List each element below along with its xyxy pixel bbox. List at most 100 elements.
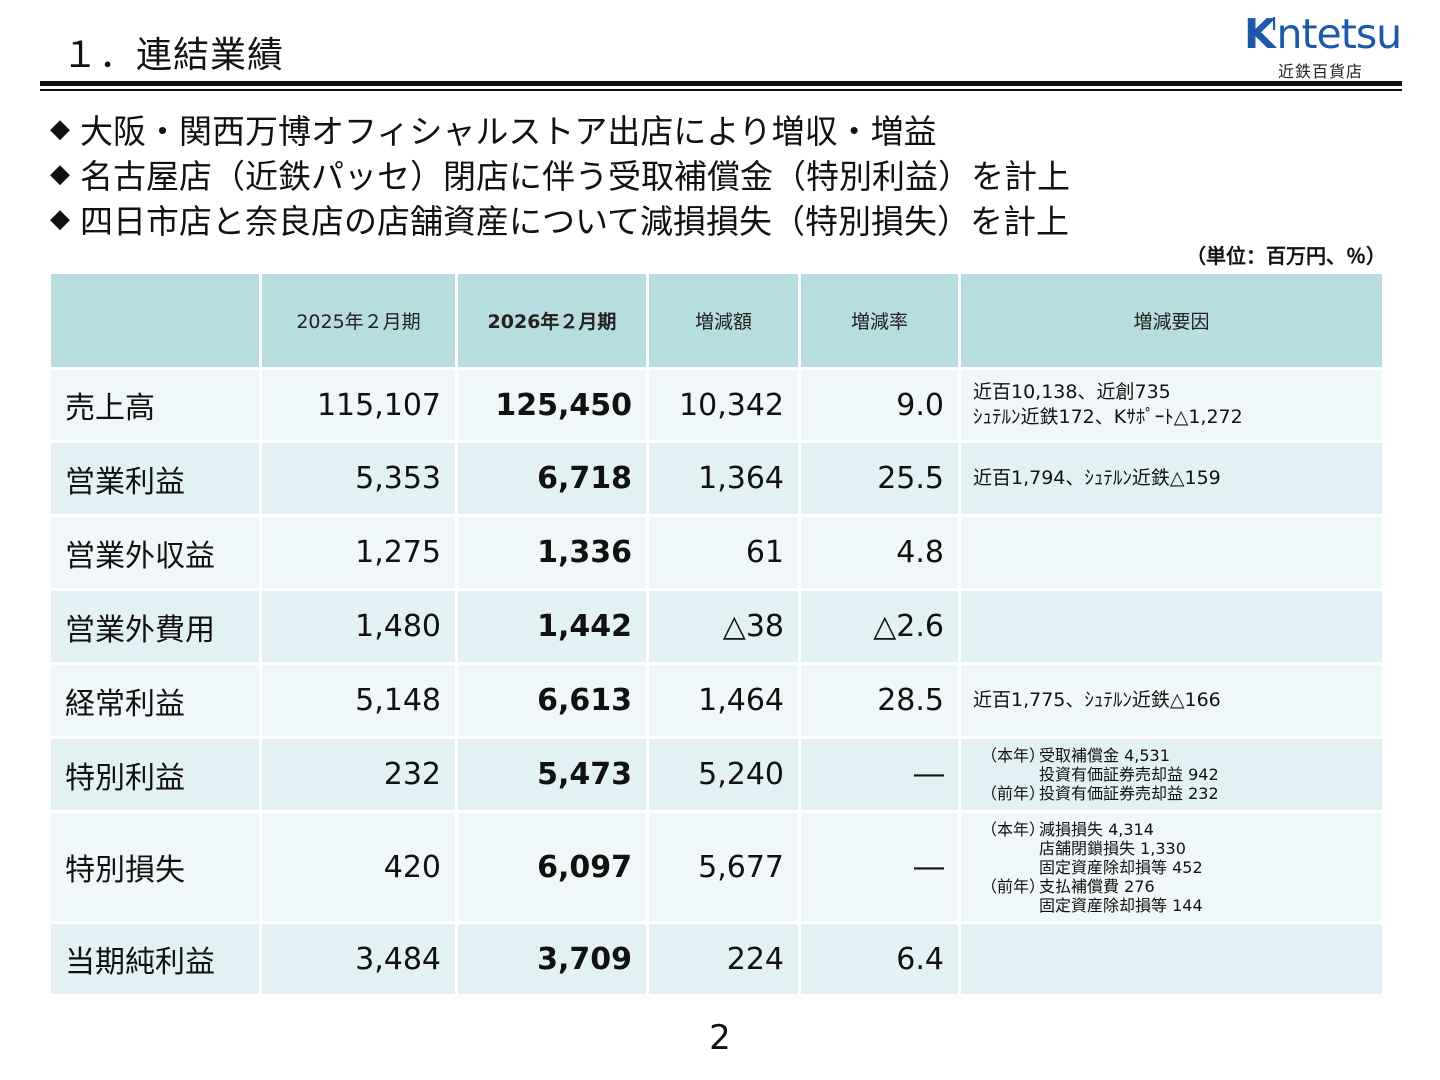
curr-value: 6,613 [458, 665, 646, 736]
logo-subtitle: 近鉄百貨店 [1278, 62, 1364, 81]
note-text: 投資有価証券売却益 942 [1039, 765, 1219, 784]
note-tag: （本年） [981, 819, 1046, 839]
rate-value: ― [801, 739, 958, 810]
rate-value: △2.6 [801, 591, 958, 662]
curr-value: 6,718 [458, 443, 646, 514]
note-line: 固定資産除却損等 452 [981, 858, 1370, 877]
factor-note: 近百1,794、ｼｭﾃﾙﾝ近鉄△159 [961, 443, 1382, 514]
diff-value: 1,464 [649, 665, 798, 736]
logo-wordmark: Kıntetsu [1244, 8, 1402, 58]
note-line: ｼｭﾃﾙﾝ近鉄172、Kｻﾎﾟｰﾄ△1,272 [973, 406, 1243, 428]
note-line: 店舗閉鎖損失 1,330 [981, 839, 1370, 858]
factor-note [961, 517, 1382, 588]
row-label: 売上高 [51, 370, 259, 440]
highlight-bullets: ◆ 大阪・関西万博オフィシャルストア出店により増収・増益 ◆ 名古屋店（近鉄パッ… [50, 106, 1070, 241]
table-row: 特別利益 232 5,473 5,240 ― （本年）受取補償金 4,531 投… [51, 739, 1382, 810]
note-line: （前年）投資有価証券売却益 232 [981, 784, 1370, 803]
header-cell-rate: 増減率 [801, 274, 958, 367]
table-row: 当期純利益 3,484 3,709 224 6.4 [51, 924, 1382, 994]
note-line: 近百1,775、ｼｭﾃﾙﾝ近鉄△166 [973, 689, 1221, 711]
note-text: 店舗閉鎖損失 1,330 [1039, 838, 1186, 858]
prev-value: 420 [262, 813, 455, 921]
curr-value: 1,442 [458, 591, 646, 662]
note-text: 投資有価証券売却益 232 [1039, 784, 1219, 803]
diamond-bullet-icon: ◆ [50, 113, 70, 144]
prev-value: 232 [262, 739, 455, 810]
note-line: （前年）支払補償費 276 [981, 877, 1370, 896]
row-label: 営業外費用 [51, 591, 259, 662]
bullet-text: 名古屋店（近鉄パッセ）閉店に伴う受取補償金（特別利益）を計上 [80, 156, 1070, 196]
diamond-bullet-icon: ◆ [50, 203, 70, 234]
rate-value: 4.8 [801, 517, 958, 588]
note-tag: （前年） [981, 784, 1046, 803]
note-line: （本年）減損損失 4,314 [981, 820, 1370, 839]
note-tag: （本年） [981, 746, 1046, 765]
header-cell-factors: 増減要因 [961, 274, 1382, 367]
note-tag: （前年） [981, 876, 1046, 896]
diamond-bullet-icon: ◆ [50, 158, 70, 189]
note-text: 受取補償金 4,531 [1039, 746, 1170, 765]
table-header-row: 2025年２月期 2026年２月期 増減額 増減率 増減要因 [51, 274, 1382, 367]
header-rule-thin [40, 89, 1402, 91]
note-line: 近百1,794、ｼｭﾃﾙﾝ近鉄△159 [973, 467, 1221, 489]
prev-value: 3,484 [262, 924, 455, 994]
factor-note: （本年）受取補償金 4,531 投資有価証券売却益 942 （前年）投資有価証券… [961, 739, 1382, 810]
diff-value: 10,342 [649, 370, 798, 440]
prev-value: 1,480 [262, 591, 455, 662]
note-text: 減損損失 4,314 [1039, 819, 1154, 839]
diff-value: △38 [649, 591, 798, 662]
rate-value: 9.0 [801, 370, 958, 440]
note-line: 固定資産除却損等 144 [981, 896, 1370, 915]
curr-value: 3,709 [458, 924, 646, 994]
factor-note: 近百1,775、ｼｭﾃﾙﾝ近鉄△166 [961, 665, 1382, 736]
diff-value: 61 [649, 517, 798, 588]
results-table: 2025年２月期 2026年２月期 増減額 増減率 増減要因 売上高 115,1… [48, 271, 1385, 997]
note-text: 固定資産除却損等 144 [1039, 895, 1203, 915]
rate-value: ― [801, 813, 958, 921]
diff-value: 1,364 [649, 443, 798, 514]
note-text: 支払補償費 276 [1039, 876, 1155, 896]
row-label: 当期純利益 [51, 924, 259, 994]
header-cell-blank [51, 274, 259, 367]
rate-value: 28.5 [801, 665, 958, 736]
bullet-text: 大阪・関西万博オフィシャルストア出店により増収・増益 [80, 111, 937, 151]
prev-value: 115,107 [262, 370, 455, 440]
header-cell-prev-year: 2025年２月期 [262, 274, 455, 367]
kintetsu-logo: Kıntetsu 近鉄百貨店 [1244, 6, 1410, 82]
note-line: 近百10,138、近創735 [973, 381, 1171, 403]
bullet-item: ◆ 大阪・関西万博オフィシャルストア出店により増収・増益 [50, 106, 1070, 151]
factor-note [961, 924, 1382, 994]
table-row: 経常利益 5,148 6,613 1,464 28.5 近百1,775、ｼｭﾃﾙ… [51, 665, 1382, 736]
curr-value: 125,450 [458, 370, 646, 440]
prev-value: 5,148 [262, 665, 455, 736]
table-row: 営業利益 5,353 6,718 1,364 25.5 近百1,794、ｼｭﾃﾙ… [51, 443, 1382, 514]
curr-value: 5,473 [458, 739, 646, 810]
factor-note: （本年）減損損失 4,314 店舗閉鎖損失 1,330 固定資産除却損等 452… [961, 813, 1382, 921]
table-row: 営業外収益 1,275 1,336 61 4.8 [51, 517, 1382, 588]
diff-value: 5,240 [649, 739, 798, 810]
note-line: （本年）受取補償金 4,531 [981, 746, 1370, 765]
row-label: 営業外収益 [51, 517, 259, 588]
factor-note: 近百10,138、近創735 ｼｭﾃﾙﾝ近鉄172、Kｻﾎﾟｰﾄ△1,272 [961, 370, 1382, 440]
bullet-text: 四日市店と奈良店の店舗資産について減損損失（特別損失）を計上 [80, 201, 1070, 241]
row-label: 経常利益 [51, 665, 259, 736]
curr-value: 6,097 [458, 813, 646, 921]
rate-value: 25.5 [801, 443, 958, 514]
header-rule-thick [40, 81, 1402, 86]
rate-value: 6.4 [801, 924, 958, 994]
row-label: 営業利益 [51, 443, 259, 514]
diff-value: 224 [649, 924, 798, 994]
bullet-item: ◆ 名古屋店（近鉄パッセ）閉店に伴う受取補償金（特別利益）を計上 [50, 151, 1070, 196]
diff-value: 5,677 [649, 813, 798, 921]
page-title: １．連結業績 [62, 35, 285, 76]
header-cell-diff: 増減額 [649, 274, 798, 367]
prev-value: 5,353 [262, 443, 455, 514]
curr-value: 1,336 [458, 517, 646, 588]
note-line: 投資有価証券売却益 942 [981, 765, 1370, 784]
factor-note [961, 591, 1382, 662]
table-row: 売上高 115,107 125,450 10,342 9.0 近百10,138、… [51, 370, 1382, 440]
page-number: 2 [709, 1018, 731, 1058]
table-row: 特別損失 420 6,097 5,677 ― （本年）減損損失 4,314 店舗… [51, 813, 1382, 921]
row-label: 特別損失 [51, 813, 259, 921]
note-text: 固定資産除却損等 452 [1039, 857, 1203, 877]
